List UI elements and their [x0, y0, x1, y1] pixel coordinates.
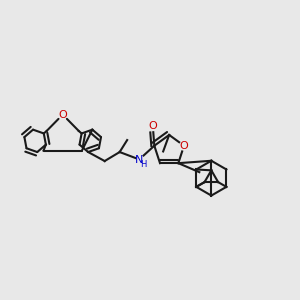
- Text: O: O: [148, 121, 157, 131]
- Text: O: O: [58, 110, 67, 120]
- Text: H: H: [140, 160, 146, 169]
- Text: O: O: [180, 141, 188, 151]
- Text: N: N: [135, 154, 143, 164]
